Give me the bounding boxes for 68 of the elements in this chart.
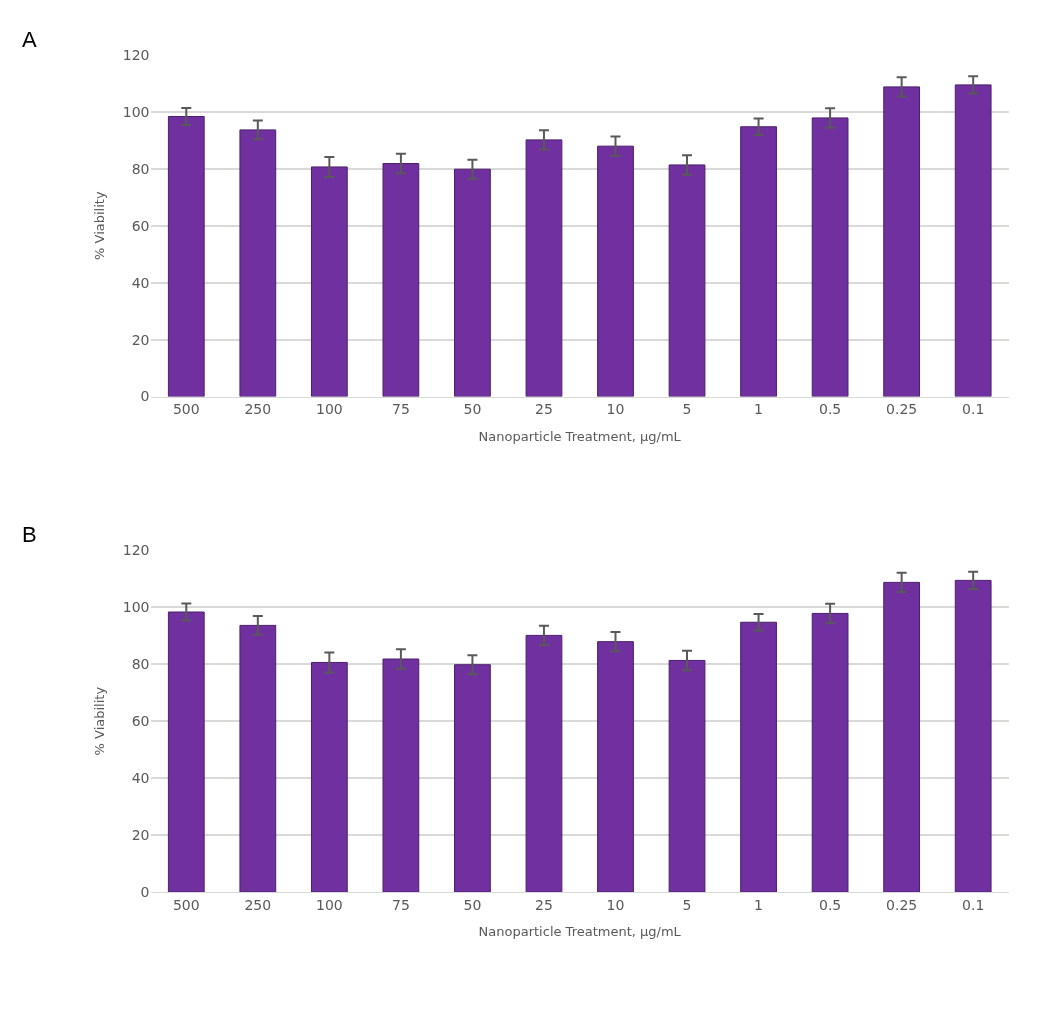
x-tick-label: 0.5 <box>818 896 842 913</box>
x-tick-label: 0.25 <box>886 401 918 418</box>
x-tick-label: 0.1 <box>962 401 985 418</box>
x-tick-label: 500 <box>172 401 200 418</box>
bar <box>740 126 777 397</box>
x-tick-label: 5 <box>682 401 692 418</box>
bar <box>167 116 205 397</box>
x-tick-label: 100 <box>315 401 343 418</box>
x-tick-label: 1 <box>754 896 764 913</box>
bar <box>310 661 348 893</box>
bar <box>954 84 992 397</box>
x-tick-label: 50 <box>463 896 482 913</box>
y-tick-label: 60 <box>131 217 150 234</box>
x-tick-label: 250 <box>244 896 272 913</box>
bar <box>668 659 706 893</box>
bar <box>525 634 563 893</box>
x-tick-label: 25 <box>535 401 553 418</box>
y-tick-label: 40 <box>131 274 150 291</box>
y-tick-label: 20 <box>131 331 150 348</box>
x-tick-label: 250 <box>244 401 272 418</box>
x-tick-label: 50 <box>463 401 482 418</box>
bar <box>382 658 420 893</box>
x-tick-label: 10 <box>606 401 625 418</box>
bar <box>883 581 921 893</box>
y-tick-label: 120 <box>122 542 150 559</box>
y-tick-label: 80 <box>131 656 150 673</box>
y-tick-label: 100 <box>122 103 150 120</box>
text: A <box>22 27 37 52</box>
bar <box>239 129 277 397</box>
y-tick-label: 100 <box>122 599 150 616</box>
x-axis-title: Nanoparticle Treatment, µg/mL <box>478 428 682 444</box>
y-tick-label: 0 <box>140 388 150 405</box>
bar <box>811 117 849 397</box>
x-tick-label: 0.25 <box>886 896 918 913</box>
bar <box>310 166 348 397</box>
bar <box>668 164 706 397</box>
x-tick-label: 5 <box>682 896 692 913</box>
x-tick-label: 0.1 <box>962 896 985 913</box>
x-tick-label: 75 <box>391 896 410 913</box>
x-tick-label: 0.5 <box>818 401 842 418</box>
x-tick-label: 25 <box>535 896 553 913</box>
bar <box>382 163 420 397</box>
bar <box>954 579 992 893</box>
y-axis-title: % Viability <box>91 191 107 260</box>
x-tick-label: 100 <box>315 896 343 913</box>
x-tick-label: 75 <box>391 401 410 418</box>
bar <box>811 612 849 893</box>
x-tick-label: 10 <box>606 896 625 913</box>
text: B <box>22 522 37 547</box>
bar <box>525 139 563 397</box>
bar <box>167 611 205 893</box>
x-tick-label: 1 <box>754 401 764 418</box>
bar <box>883 86 921 397</box>
x-tick-label: 500 <box>172 896 200 913</box>
bar <box>740 621 777 893</box>
bar <box>454 168 491 397</box>
x-axis-title: Nanoparticle Treatment, µg/mL <box>478 924 682 940</box>
bar <box>239 624 277 893</box>
y-axis-title: % Viability <box>91 686 107 756</box>
y-tick-label: 120 <box>122 46 150 63</box>
y-tick-label: 80 <box>131 160 150 177</box>
bar <box>597 145 634 397</box>
bar <box>454 664 491 893</box>
y-tick-label: 0 <box>140 883 150 900</box>
y-tick-label: 40 <box>131 770 150 787</box>
bar <box>597 641 634 893</box>
y-tick-label: 60 <box>131 713 150 730</box>
y-tick-label: 20 <box>131 826 150 843</box>
